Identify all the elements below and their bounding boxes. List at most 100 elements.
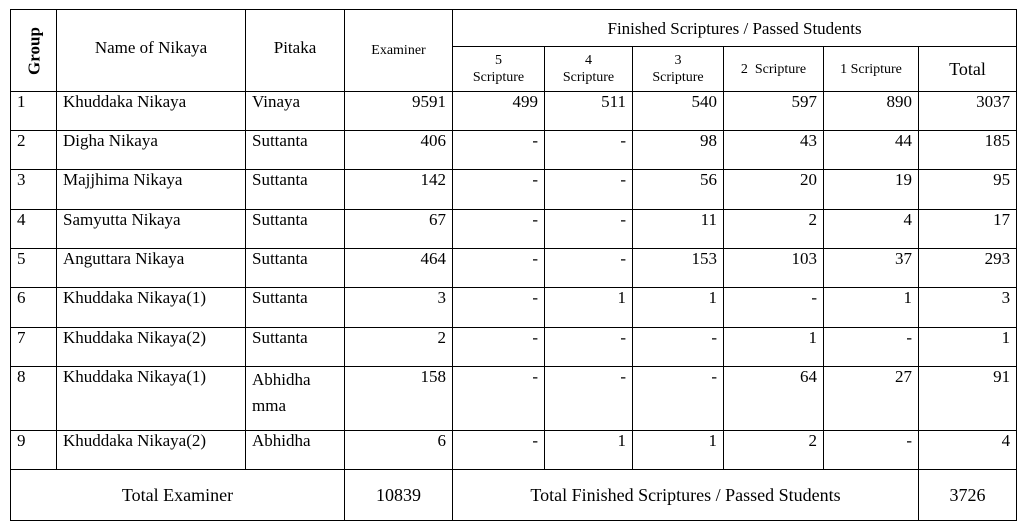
- cell-group: 3: [10, 169, 57, 210]
- header-name: Name of Nikaya: [56, 9, 246, 92]
- cell-scripture-2: 1: [723, 327, 824, 367]
- cell-pitaka: Suttanta: [245, 130, 345, 170]
- cell-group: 1: [10, 91, 57, 131]
- cell-group: 6: [10, 287, 57, 328]
- cell-scripture-1: 4: [823, 209, 919, 249]
- cell-group: 7: [10, 327, 57, 367]
- table-row: 9 Khuddaka Nikaya(2) Abhidha 6 - 1 1 2 -…: [10, 430, 1018, 470]
- cell-name: Samyutta Nikaya: [56, 209, 246, 249]
- cell-total: 95: [917, 169, 1018, 210]
- table-row: 4 Samyutta Nikaya Suttanta 67 - - 11 2 4…: [10, 209, 1018, 249]
- cell-examiner: 67: [344, 209, 453, 249]
- cell-total: 3: [917, 287, 1018, 328]
- cell-scripture-2: 2: [723, 430, 824, 470]
- cell-name: Khuddaka Nikaya(1): [56, 366, 246, 431]
- cell-scripture-4: -: [544, 366, 633, 431]
- cell-scripture-5: -: [452, 430, 545, 470]
- cell-scripture-4: -: [544, 209, 633, 249]
- cell-examiner: 9591: [344, 91, 453, 131]
- cell-total: 1: [917, 327, 1018, 367]
- results-table: Group Name of Nikaya Pitaka Examiner Fin…: [10, 9, 1018, 521]
- cell-total: 185: [917, 130, 1018, 170]
- cell-pitaka: Suttanta: [245, 327, 345, 367]
- table-body: 1 Khuddaka Nikaya Vinaya 9591 499 511 54…: [10, 91, 1018, 521]
- cell-scripture-2: 103: [723, 248, 824, 288]
- cell-scripture-5: -: [452, 327, 545, 367]
- cell-group: 8: [10, 366, 57, 431]
- cell-pitaka: Suttanta: [245, 209, 345, 249]
- cell-pitaka: Suttanta: [245, 248, 345, 288]
- cell-scripture-1: 890: [823, 91, 919, 131]
- table-row: 7 Khuddaka Nikaya(2) Suttanta 2 - - - 1 …: [10, 327, 1018, 367]
- cell-scripture-1: 27: [823, 366, 919, 431]
- cell-pitaka: Suttanta: [245, 287, 345, 328]
- cell-name: Majjhima Nikaya: [56, 169, 246, 210]
- cell-scripture-3: -: [632, 366, 724, 431]
- cell-group: 4: [10, 209, 57, 249]
- cell-name: Khuddaka Nikaya(2): [56, 430, 246, 470]
- cell-scripture-4: -: [544, 248, 633, 288]
- cell-group: 5: [10, 248, 57, 288]
- header-finished: Finished Scriptures / Passed Students: [451, 9, 1018, 47]
- table-row: 1 Khuddaka Nikaya Vinaya 9591 499 511 54…: [10, 91, 1018, 131]
- header-pitaka: Pitaka: [245, 9, 345, 92]
- header-scripture-1: 1 Scripture: [823, 46, 919, 92]
- header-group-label: Group: [24, 26, 43, 75]
- cell-scripture-3: 1: [632, 430, 724, 470]
- cell-name: Khuddaka Nikaya: [56, 91, 246, 131]
- header-row-top: Group Name of Nikaya Pitaka Examiner Fin…: [10, 9, 1018, 92]
- header-scripture-3-num: 3: [674, 53, 682, 68]
- cell-name: Anguttara Nikaya: [56, 248, 246, 288]
- cell-scripture-1: 44: [823, 130, 919, 170]
- header-scripture-3-label: Scripture: [652, 70, 704, 85]
- total-examiner-value: 10839: [344, 469, 453, 521]
- cell-scripture-2: 597: [723, 91, 824, 131]
- table-row: 5 Anguttara Nikaya Suttanta 464 - - 153 …: [10, 248, 1018, 288]
- cell-scripture-4: -: [544, 130, 633, 170]
- cell-scripture-3: 153: [632, 248, 724, 288]
- total-finished-label: Total Finished Scriptures / Passed Stude…: [452, 469, 919, 521]
- footer-row: Total Examiner 10839 Total Finished Scri…: [10, 469, 1018, 521]
- header-examiner: Examiner: [344, 9, 453, 92]
- cell-examiner: 142: [344, 169, 453, 210]
- cell-name: Digha Nikaya: [56, 130, 246, 170]
- header-group: Group: [10, 9, 57, 92]
- header-scripture-3: 3 Scripture: [632, 46, 724, 92]
- cell-scripture-1: 1: [823, 287, 919, 328]
- cell-pitaka: Abhidha mma: [245, 366, 345, 431]
- cell-scripture-3: 98: [632, 130, 724, 170]
- header-scripture-4: 4 Scripture: [544, 46, 633, 92]
- cell-total: 17: [917, 209, 1018, 249]
- table-row: 2 Digha Nikaya Suttanta 406 - - 98 43 44…: [10, 130, 1018, 170]
- cell-scripture-4: 1: [544, 287, 633, 328]
- header-scripture-4-label: Scripture: [562, 70, 615, 85]
- cell-scripture-2: -: [723, 287, 824, 328]
- cell-examiner: 6: [344, 430, 453, 470]
- cell-group: 2: [10, 130, 57, 170]
- cell-scripture-1: 19: [823, 169, 919, 210]
- cell-total: 91: [917, 366, 1018, 431]
- cell-scripture-1: 37: [823, 248, 919, 288]
- cell-scripture-5: -: [452, 248, 545, 288]
- cell-scripture-4: -: [544, 169, 633, 210]
- table-row: 3 Majjhima Nikaya Suttanta 142 - - 56 20…: [10, 169, 1018, 210]
- cell-scripture-4: -: [544, 327, 633, 367]
- cell-scripture-5: 499: [452, 91, 545, 131]
- cell-scripture-3: 1: [632, 287, 724, 328]
- cell-scripture-3: 56: [632, 169, 724, 210]
- cell-scripture-3: 540: [632, 91, 724, 131]
- cell-scripture-2: 64: [723, 366, 824, 431]
- cell-total: 293: [917, 248, 1018, 288]
- cell-scripture-5: -: [452, 169, 545, 210]
- cell-pitaka: Vinaya: [245, 91, 345, 131]
- table-row: 6 Khuddaka Nikaya(1) Suttanta 3 - 1 1 - …: [10, 287, 1018, 328]
- header-scripture-5: 5 Scripture: [452, 46, 545, 92]
- cell-total: 3037: [917, 91, 1018, 131]
- cell-scripture-1: -: [823, 430, 919, 470]
- cell-scripture-3: 11: [632, 209, 724, 249]
- header-scripture-4-num: 4: [585, 53, 592, 68]
- total-finished-value: 3726: [917, 469, 1018, 521]
- total-examiner-label: Total Examiner: [10, 469, 345, 521]
- cell-scripture-4: 511: [544, 91, 633, 131]
- cell-examiner: 2: [344, 327, 453, 367]
